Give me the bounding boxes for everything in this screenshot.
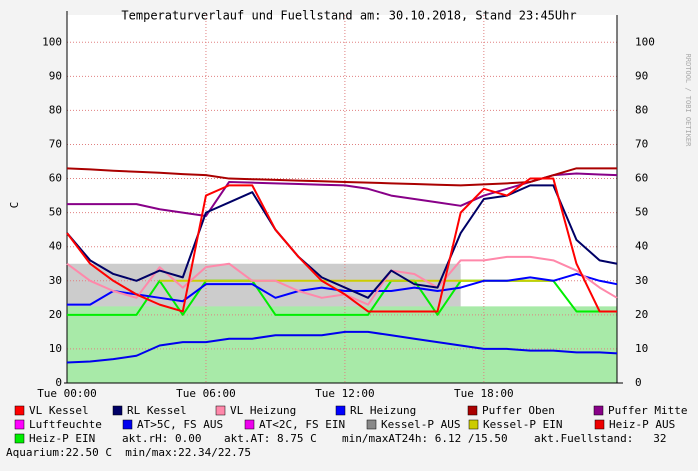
area [67,306,617,383]
y2-tick-label: 20 [635,308,648,321]
note: Aquarium:22.50 C min/max:22.34/22.75 [6,446,251,459]
y-tick-label: 30 [49,274,62,287]
series-line [66,167,617,187]
y-tick-label: 0 [55,376,62,389]
y-tick-label: 20 [49,308,62,321]
x-tick-label: Tue 18:00 [454,387,514,400]
y2-tick-label: 10 [635,342,648,355]
legend-swatch [14,405,25,416]
y2-tick-label: 70 [635,137,648,150]
series-line [67,272,618,306]
note: akt.rH: 0.00 [122,432,201,445]
legend-swatch [335,405,346,416]
legend-label: Kessel-P EIN [483,418,562,431]
legend-label: Heiz-P AUS [609,418,675,431]
x-tick-label: Tue 00:00 [37,387,97,400]
legend-swatch [14,433,25,444]
y2-tick-label: 0 [635,376,642,389]
chart-title: Temperaturverlauf und Fuellstand am: 30.… [121,9,576,23]
legend-swatch [366,419,377,430]
legend-swatch [215,405,226,416]
watermark: RRDTOOL / TOBI OETIKER [684,54,692,148]
y-tick-label: 50 [49,206,62,219]
legend-label: RL Heizung [350,404,416,417]
legend-label: Puffer Mitte [608,404,687,417]
series-line [66,184,618,299]
legend-label: RL Kessel [127,404,187,417]
legend-swatch [594,419,605,430]
y-tick-label: 10 [49,342,62,355]
y2-tick-label: 80 [635,103,648,116]
legend-swatch [467,405,478,416]
y2-tick-label: 30 [635,274,648,287]
legend-label: Kessel-P AUS [381,418,460,431]
legend-swatch [112,405,123,416]
y-tick-label: 90 [49,69,62,82]
legend-label: Heiz-P EIN [29,432,95,445]
legend-swatch [14,419,25,430]
legend-label: Luftfeuchte [29,418,102,431]
x-tick-label: Tue 06:00 [176,387,236,400]
x-tick-label: Tue 12:00 [315,387,375,400]
legend-label: AT<2C, FS EIN [259,418,345,431]
legend-swatch [122,419,133,430]
y-tick-label: 100 [42,35,62,48]
legend-swatch [244,419,255,430]
y-tick-label: 60 [49,172,62,185]
y-tick-label: 70 [49,137,62,150]
series-line [66,330,618,364]
y-tick-label: 80 [49,103,62,116]
note: min/maxAT24h: 6.12 /15.50 [342,432,508,445]
legend-label: VL Heizung [230,404,296,417]
legend-label: AT>5C, FS AUS [137,418,223,431]
note: akt.Fuellstand: 32 [534,432,666,445]
y-axis-label: C [8,202,21,209]
y2-tick-label: 60 [635,172,648,185]
series-line [66,177,617,313]
note: akt.AT: 8.75 C [224,432,317,445]
y-tick-label: 40 [49,240,62,253]
y2-tick-label: 40 [635,240,648,253]
legend-label: Puffer Oben [482,404,555,417]
legend-label: VL Kessel [29,404,89,417]
legend-swatch [593,405,604,416]
legend-swatch [468,419,479,430]
y2-tick-label: 50 [635,206,648,219]
y2-tick-label: 100 [635,35,655,48]
y2-tick-label: 90 [635,69,648,82]
